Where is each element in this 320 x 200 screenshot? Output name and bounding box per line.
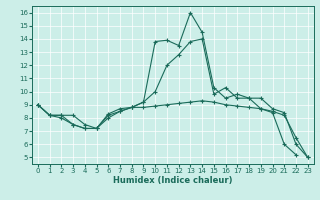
X-axis label: Humidex (Indice chaleur): Humidex (Indice chaleur) [113, 176, 233, 185]
